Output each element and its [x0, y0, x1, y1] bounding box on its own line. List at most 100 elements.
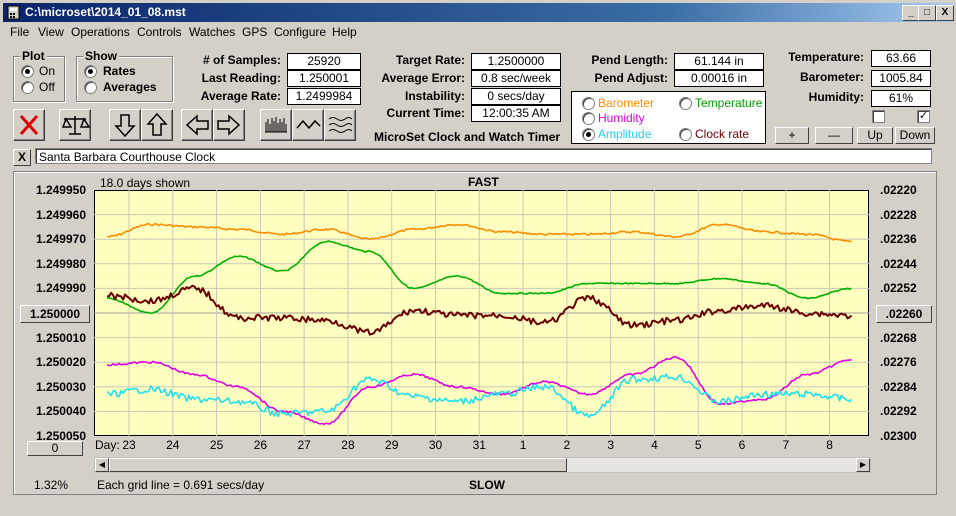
plot-on-radio[interactable] [21, 65, 34, 78]
last-reading-value: 1.250001 [287, 70, 361, 87]
x-tick-label: 4 [651, 438, 658, 452]
show-averages-radio[interactable] [84, 81, 97, 94]
chart-plot[interactable] [94, 190, 869, 436]
right-center-button[interactable]: .02260 [876, 305, 932, 323]
scroll-up-button[interactable] [141, 109, 173, 141]
x-tick-label: 8 [826, 438, 833, 452]
menu-gps[interactable]: GPS [242, 25, 268, 39]
x-tick-label: 5 [694, 438, 702, 452]
y-left-tick-label: 1.250040 [35, 404, 86, 419]
x-tick-label: 7 [782, 438, 790, 452]
pend-adjust-label: Pend Adjust: [594, 71, 668, 85]
menu-watches[interactable]: Watches [189, 25, 236, 39]
humidity-option-label: Humidity [598, 111, 645, 125]
y-right-tick-label: .02292 [880, 404, 917, 419]
y-left-tick-label: 1.249990 [35, 281, 86, 296]
barometer-radio[interactable] [582, 97, 595, 110]
up-button[interactable]: Up [857, 127, 893, 144]
x-tick-label: 1 [519, 438, 527, 452]
target-rate-label: Target Rate: [395, 53, 465, 67]
barometer-value: 1005.84 [871, 70, 931, 87]
x-tick-label: 28 [341, 438, 355, 452]
raw-data-button[interactable] [260, 109, 292, 141]
percent-label: 1.32% [34, 478, 69, 492]
fast-label: FAST [468, 175, 499, 189]
y-left-tick-label: 1.250020 [35, 355, 86, 370]
temperature-option-label: Temperature [695, 96, 763, 110]
show-rates-label: Rates [103, 64, 136, 78]
temperature-radio[interactable] [679, 97, 692, 110]
average-error-label: Average Error: [381, 71, 465, 85]
scroll-left-button[interactable] [181, 109, 213, 141]
humidity-radio[interactable] [582, 112, 595, 125]
left-center-button[interactable]: 1.250000 [20, 305, 90, 323]
clock-name-field[interactable]: Santa Barbara Courthouse Clock [35, 148, 932, 164]
minus-button[interactable]: — [815, 127, 853, 144]
y-right-tick-label: .02236 [880, 232, 917, 247]
show-averages-label: Averages [103, 80, 157, 94]
scroll-right-arrow-icon[interactable]: ▶ [856, 458, 870, 472]
x-tick-label: 30 [428, 438, 443, 452]
scroll-down-button[interactable] [109, 109, 141, 141]
right-checkbox[interactable]: ✓ [917, 110, 930, 123]
amplitude-option-label: Amplitude [598, 127, 652, 141]
current-time-value: 12:00:35 AM [471, 105, 561, 122]
calibrate-button[interactable] [59, 109, 91, 141]
filter-data-button[interactable] [324, 109, 356, 141]
amplitude-radio[interactable] [582, 128, 595, 141]
y-left-tick-label: 1.249970 [35, 232, 86, 247]
series-line-temperature [106, 240, 852, 315]
plot-group-title: Plot [20, 49, 47, 63]
smooth-data-button[interactable] [292, 109, 324, 141]
plot-off-radio[interactable] [21, 81, 34, 94]
current-time-label: Current Time: [386, 106, 465, 120]
down-button[interactable]: Down [895, 127, 935, 144]
close-button[interactable]: X [936, 5, 954, 21]
x-axis-title: Day: [95, 438, 120, 452]
left-checkbox[interactable] [872, 110, 885, 123]
show-rates-radio[interactable] [84, 65, 97, 78]
series-line-humidity [106, 355, 852, 426]
clock-rate-option-label: Clock rate [695, 127, 750, 141]
multi-wave-icon [328, 117, 353, 133]
x-tick-label: 26 [253, 438, 268, 452]
humidity-label: Humidity: [808, 90, 864, 104]
barometer-option-label: Barometer [598, 96, 655, 110]
scrollbar-thumb[interactable] [109, 458, 567, 472]
x-scroll-value-button[interactable]: 0 [27, 441, 83, 456]
grid-note-label: Each grid line = 0.691 secs/day [97, 478, 265, 492]
x-tick-label: 27 [297, 438, 311, 452]
stop-button[interactable] [13, 109, 45, 141]
scroll-right-button[interactable] [213, 109, 245, 141]
clear-clock-button[interactable]: X [13, 149, 31, 166]
menu-file[interactable]: File [10, 25, 30, 39]
chart-panel [13, 171, 937, 495]
y-right-tick-label: .02228 [880, 207, 917, 222]
average-rate-label: Average Rate: [200, 89, 281, 103]
instability-label: Instability: [404, 89, 465, 103]
plot-on-label: On [39, 64, 56, 78]
menu-view[interactable]: View [38, 25, 64, 39]
maximize-button[interactable]: □ [918, 5, 936, 21]
plus-button[interactable]: + [775, 127, 809, 144]
clock-rate-radio[interactable] [679, 128, 692, 141]
app-icon [7, 5, 20, 20]
balance-scale-icon [61, 116, 90, 135]
y-left-tick-label: 1.249980 [35, 256, 86, 271]
menu-controls[interactable]: Controls [137, 25, 182, 39]
title-bar[interactable]: C:\microset\2014_01_08.mst _ □ X [3, 3, 954, 22]
horizontal-scrollbar[interactable]: ◀ ▶ [94, 457, 871, 473]
menu-help[interactable]: Help [332, 25, 357, 39]
window-title: C:\microset\2014_01_08.mst [25, 5, 186, 19]
series-line-clock-rate [107, 284, 853, 336]
menu-operations[interactable]: Operations [71, 25, 130, 39]
average-rate-value: 1.2499984 [287, 88, 361, 105]
menu-configure[interactable]: Configure [274, 25, 327, 39]
barometer-label: Barometer: [799, 70, 864, 84]
y-left-tick-label: 1.250010 [35, 330, 86, 345]
scroll-left-arrow-icon[interactable]: ◀ [95, 458, 109, 472]
x-tick-label: 24 [166, 438, 180, 452]
y-left-tick-label: 1.250030 [35, 379, 86, 394]
x-tick-label: 2 [563, 438, 571, 452]
average-error-value: 0.8 sec/week [471, 70, 561, 87]
